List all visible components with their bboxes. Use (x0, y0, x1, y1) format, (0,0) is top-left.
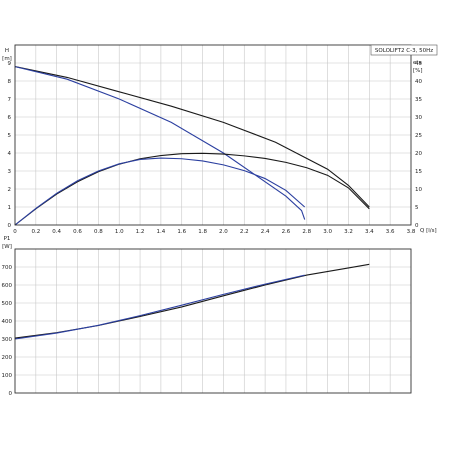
h-axis-label: H (5, 48, 9, 54)
top-plot-frame (14, 44, 412, 226)
x-tick-label: 1.0 (115, 229, 124, 235)
h-tick-label: 4 (8, 151, 12, 157)
x-tick-label: 0.6 (73, 229, 82, 235)
top-grid (14, 45, 412, 226)
bottom-plot-frame (14, 248, 412, 394)
q-axis-label: Q [l/s] (420, 228, 437, 234)
head-curve-1 (14, 66, 306, 220)
p1-axis-label: P1 (4, 236, 11, 242)
p1-tick-label: 500 (2, 301, 13, 307)
x-tick-label: 2.0 (219, 229, 228, 235)
x-tick-label: 3.8 (407, 229, 416, 235)
p1-tick-label: 300 (2, 337, 13, 343)
eta-axis-label: eta (413, 60, 422, 66)
p1-tick-label: 400 (2, 319, 13, 325)
power-panel: 0 100 200 300 400 500 600 700 P1 [W] (2, 236, 412, 397)
x-tick-label: 2.4 (261, 229, 270, 235)
p1-axis-unit: [W] (2, 244, 12, 250)
h-tick-label: 3 (8, 169, 12, 175)
power-curve-0 (14, 263, 370, 339)
h-tick-label: 5 (8, 133, 12, 139)
eta-tick-label: 35 (415, 97, 422, 103)
h-tick-label: 2 (8, 187, 12, 193)
head-efficiency-panel: 0 0.2 0.4 0.6 0.8 1.0 1.2 1.4 1.6 1.8 2.0 2.2 2.4 2.6… (2, 44, 438, 235)
p1-tick-label: 0 (9, 391, 13, 397)
x-tick-label: 0.8 (94, 229, 103, 235)
h-tick-label: 8 (8, 79, 12, 85)
x-tick-label: 1.8 (198, 229, 207, 235)
x-tick-label: 0.2 (31, 229, 40, 235)
eta-tick-label: 0 (415, 223, 419, 229)
p1-tick-label: 700 (2, 265, 13, 271)
x-tick-label: 1.2 (136, 229, 145, 235)
x-tick-label: 3.6 (386, 229, 395, 235)
x-tick-label: 2.8 (302, 229, 311, 235)
x-tick-label: 2.6 (282, 229, 291, 235)
p1-tick-label: 200 (2, 355, 13, 361)
eta-tick-label: 45 (415, 61, 422, 67)
eta-tick-label: 40 (415, 79, 422, 85)
top-curves (14, 66, 370, 226)
p1-tick-label: 600 (2, 283, 13, 289)
eta-tick-label: 10 (415, 187, 422, 193)
h-tick-label: 9 (8, 61, 12, 67)
eta-tick-label: 30 (415, 115, 422, 121)
x-tick-label: 2.2 (240, 229, 249, 235)
chart-title-box (370, 44, 438, 56)
eta-tick-label: 20 (415, 151, 422, 157)
eta-curve-2 (14, 152, 370, 226)
eta-curve-3 (14, 157, 306, 226)
h-tick-label: 7 (8, 97, 12, 103)
h-axis-unit: [m] (2, 56, 12, 62)
top-right-tick-labels: 0 5 10 15 20 25 30 35 40 45 (415, 61, 422, 229)
h-tick-label: 1 (8, 205, 12, 211)
x-tick-label: 0 (13, 229, 17, 235)
power-curve-1 (14, 274, 305, 340)
eta-tick-label: 15 (415, 169, 422, 175)
x-tick-label: 3.4 (365, 229, 374, 235)
x-tick-label: 0.4 (52, 229, 61, 235)
x-tick-label: 1.6 (177, 229, 186, 235)
chart-title: SOLOLIFT2 C-3, 50Hz (375, 48, 433, 54)
bottom-y-tick-labels: 0 100 200 300 400 500 600 700 (2, 265, 13, 397)
eta-tick-label: 5 (415, 205, 419, 211)
eta-tick-label: 25 (415, 133, 422, 139)
x-tick-label: 3.2 (344, 229, 353, 235)
h-tick-label: 6 (8, 115, 12, 121)
top-x-tick-labels: 0 0.2 0.4 0.6 0.8 1.0 1.2 1.4 1.6 1.8 2.0 2.2 2.4 2.6… (13, 229, 416, 235)
x-tick-label: 1.4 (157, 229, 166, 235)
bottom-curves (14, 263, 370, 340)
p1-tick-label: 100 (2, 373, 13, 379)
head-curve-0 (14, 66, 370, 208)
x-tick-label: 3.0 (323, 229, 332, 235)
bottom-grid (14, 249, 412, 394)
eta-axis-unit: [%] (413, 68, 423, 74)
top-y-tick-labels: 0 1 2 3 4 5 6 7 8 9 (8, 61, 12, 229)
h-tick-label: 0 (8, 223, 12, 229)
